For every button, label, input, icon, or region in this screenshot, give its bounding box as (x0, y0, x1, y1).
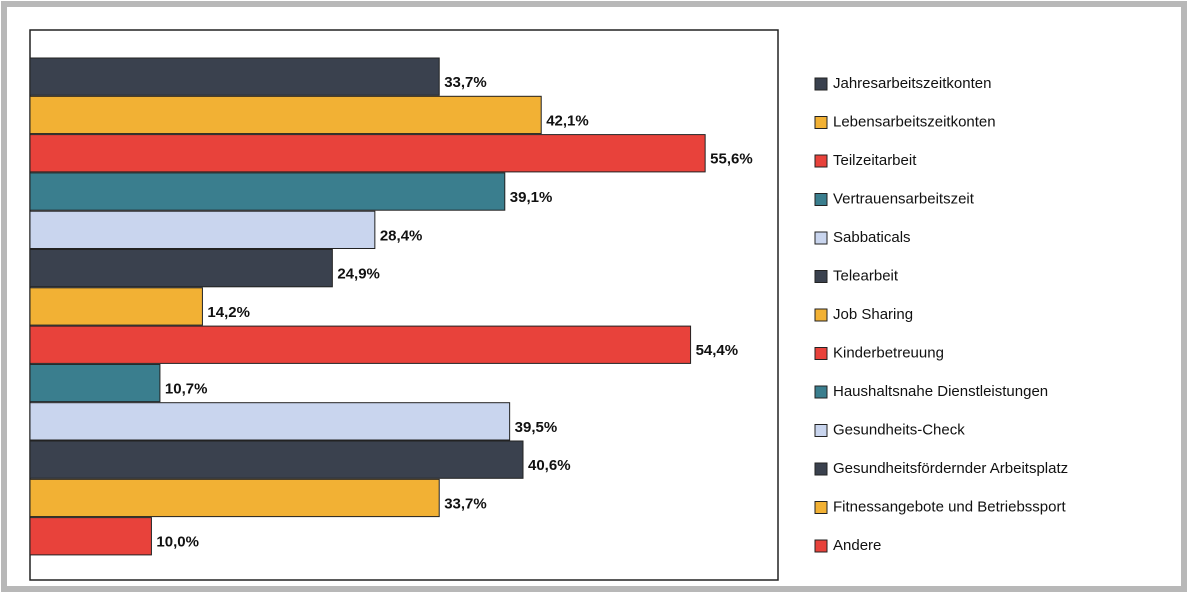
value-label: 39,5% (515, 419, 558, 436)
value-label: 24,9% (337, 266, 380, 283)
legend-label: Sabbaticals (833, 229, 911, 246)
bar (29, 287, 203, 326)
value-label: 33,7% (444, 74, 487, 91)
legend-label: Gesundheits-Check (833, 421, 965, 438)
legend-swatch (814, 385, 828, 399)
legend-swatch (814, 308, 828, 322)
value-label: 10,0% (156, 534, 199, 551)
value-label: 10,7% (165, 381, 208, 398)
bar (29, 440, 524, 479)
legend-swatch (814, 424, 828, 437)
legend-swatch (814, 462, 828, 476)
legend-swatch (814, 270, 828, 283)
legend-swatch (814, 77, 828, 91)
value-label: 54,4% (696, 342, 739, 359)
bar (29, 57, 440, 96)
legend-swatch (814, 539, 828, 553)
legend-label: Haushaltsnahe Dienstleistungen (833, 383, 1048, 400)
legend-swatch (814, 154, 828, 168)
legend-label: Gesundheitsfördernder Arbeitsplatz (833, 460, 1068, 477)
bar (29, 402, 511, 441)
value-label: 33,7% (444, 495, 487, 512)
legend-label: Kinderbetreuung (833, 344, 944, 361)
value-label: 14,2% (207, 304, 250, 321)
value-label: 40,6% (528, 457, 571, 474)
legend-label: Fitnessangebote und Betriebssport (833, 498, 1066, 515)
legend-label: Vertrauensarbeitszeit (833, 190, 975, 207)
bar (29, 249, 333, 288)
legend-swatch (814, 501, 828, 514)
bar (29, 517, 152, 556)
bar (29, 325, 692, 364)
bar (29, 210, 376, 249)
bar (29, 95, 542, 135)
bar (29, 478, 440, 518)
value-label: 42,1% (546, 112, 589, 129)
legend-swatch (814, 231, 828, 245)
value-label: 39,1% (510, 189, 553, 206)
legend-label: Telearbeit (833, 267, 899, 284)
bar (29, 363, 161, 403)
legend-swatch (814, 116, 828, 129)
legend-label: Job Sharing (833, 306, 913, 323)
legend-label: Jahresarbeitszeitkonten (833, 75, 991, 92)
value-label: 55,6% (710, 151, 753, 168)
value-label: 28,4% (380, 227, 423, 244)
legend-label: Lebensarbeitszeitkonten (833, 113, 996, 130)
bar (29, 172, 506, 211)
legend-label: Teilzeitarbeit (833, 152, 917, 169)
legend-swatch (814, 347, 828, 360)
legend-label: Andere (833, 537, 881, 554)
bar (29, 134, 706, 173)
legend-swatch (814, 193, 828, 206)
